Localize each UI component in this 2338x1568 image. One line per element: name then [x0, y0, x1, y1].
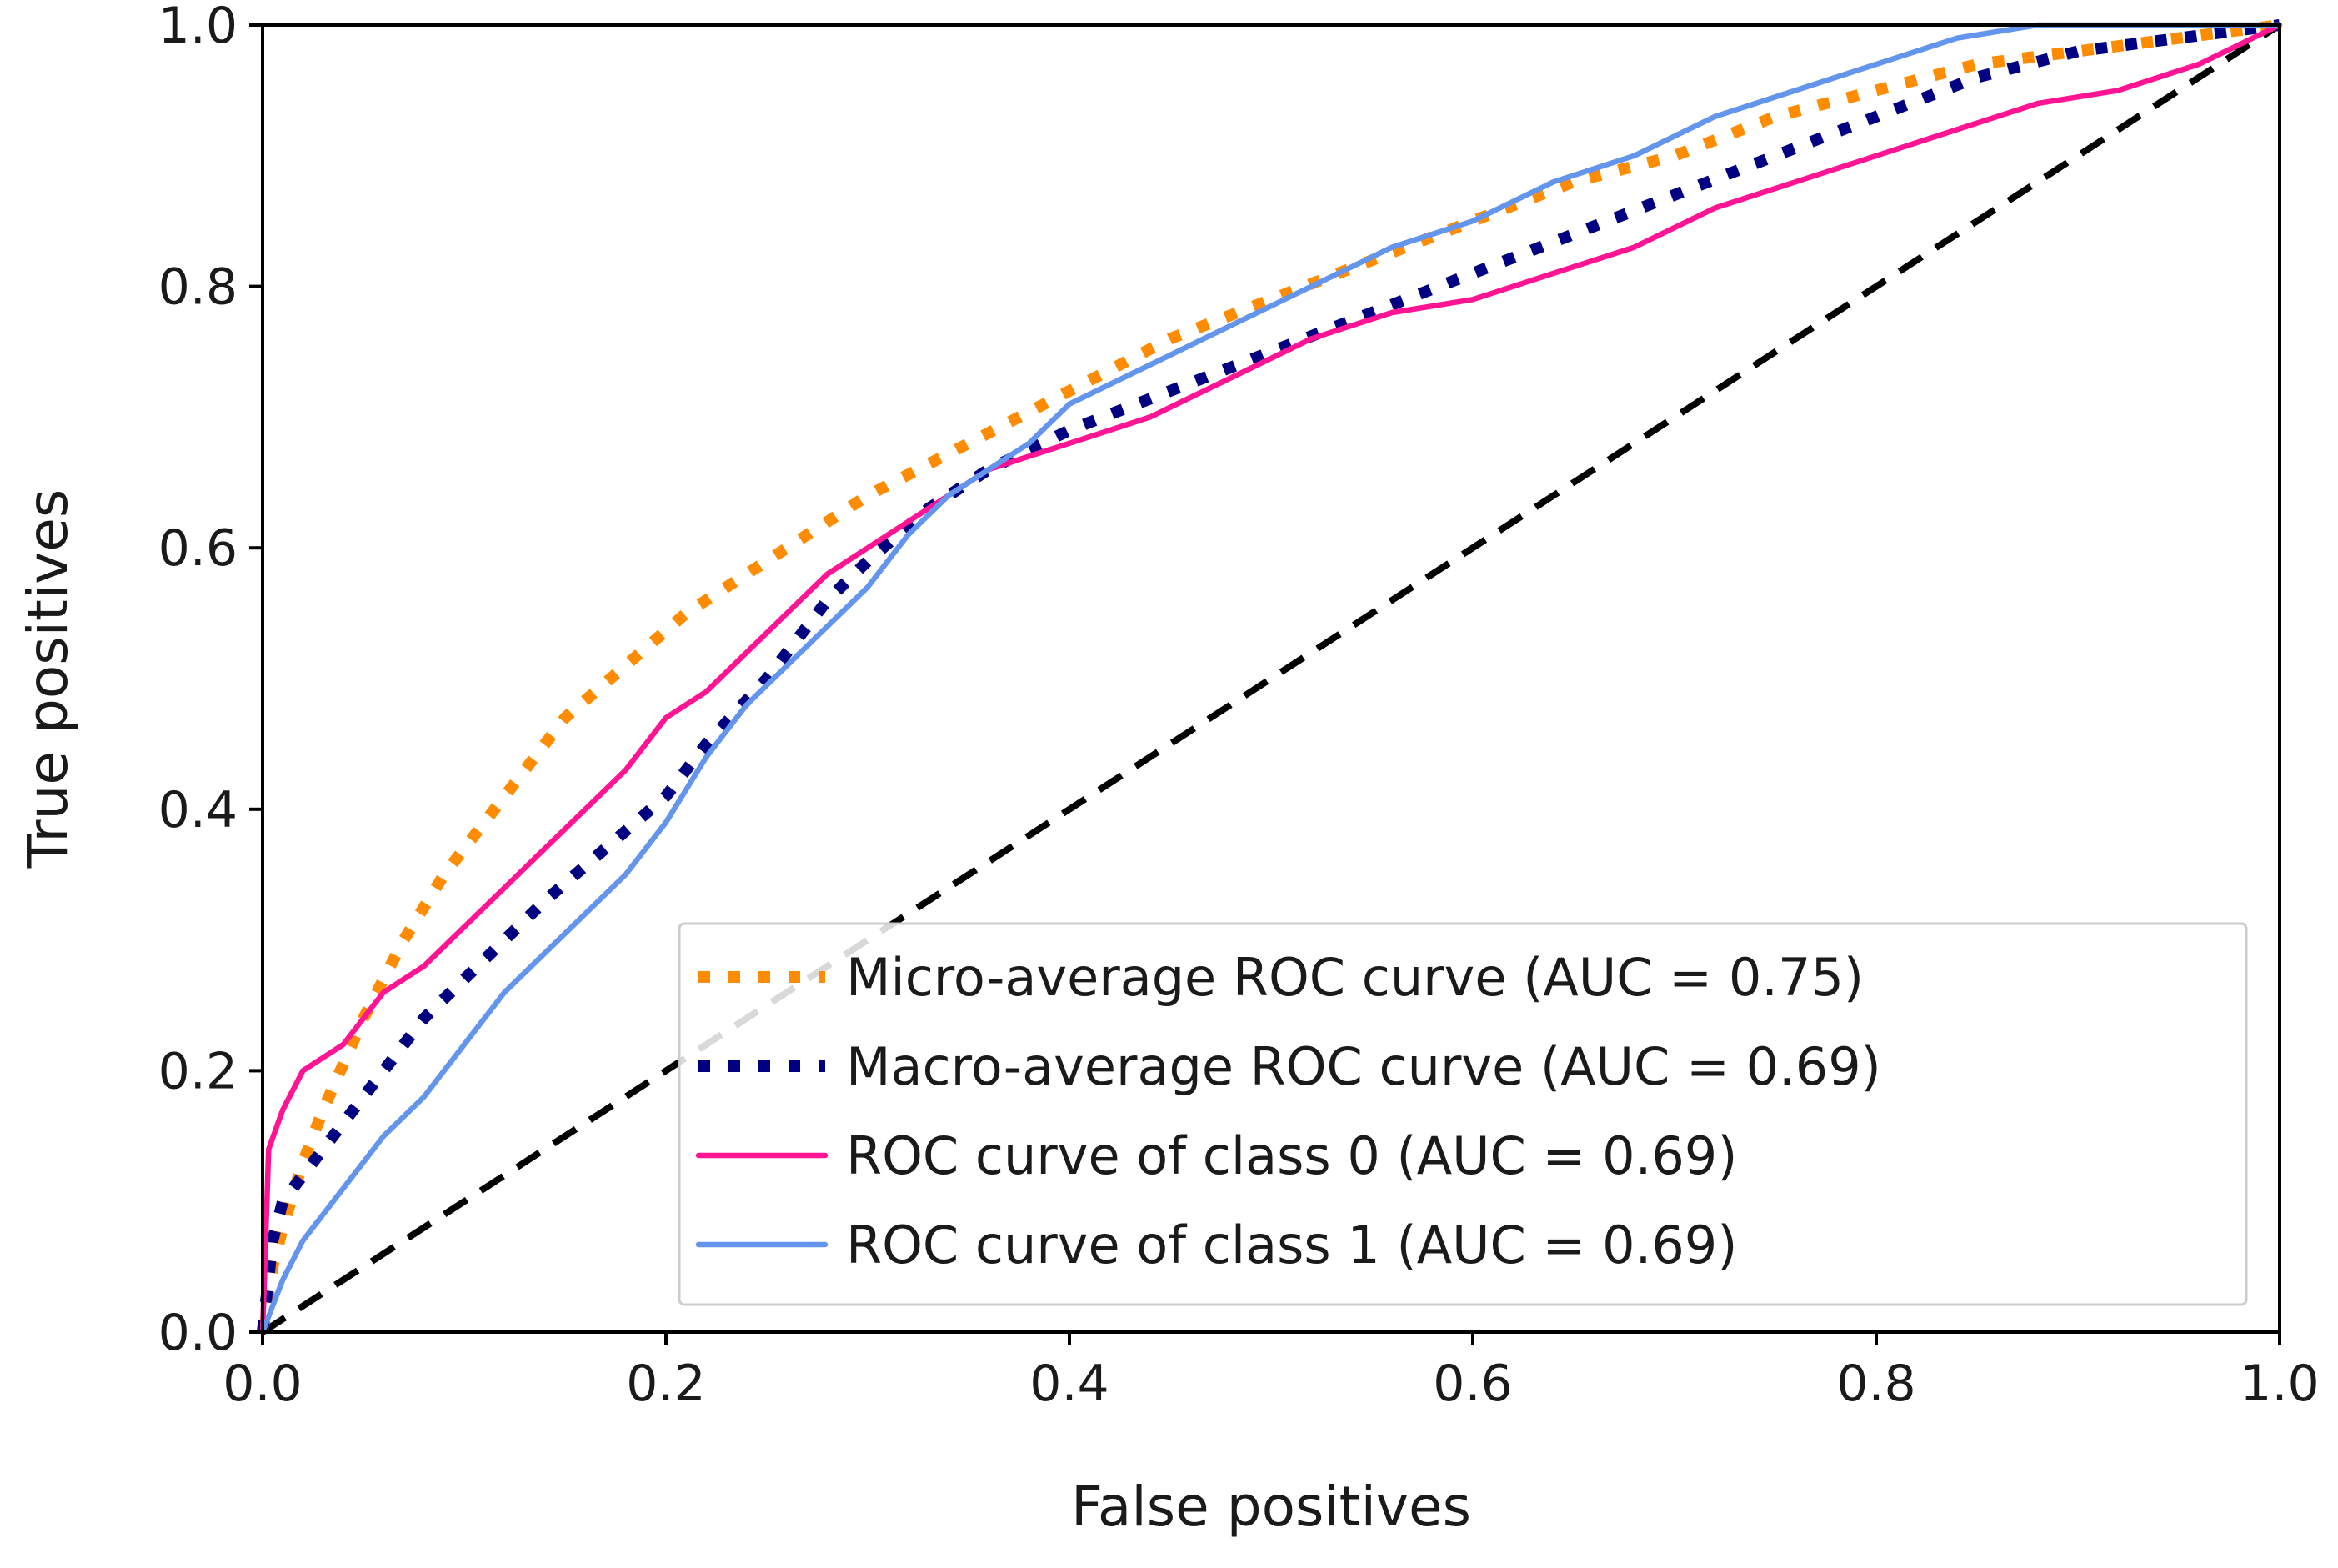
x-tick-label: 0.2 — [626, 1355, 705, 1413]
x-tick-label: 0.4 — [1029, 1355, 1109, 1413]
y-tick-label: 1.0 — [158, 0, 238, 55]
legend-label-2: ROC curve of class 0 (AUC = 0.69) — [846, 1125, 1737, 1186]
legend-label-0: Micro-average ROC curve (AUC = 0.75) — [846, 947, 1864, 1008]
series-layer — [257, 19, 2283, 1335]
x-tick-label: 0.8 — [1836, 1355, 1915, 1413]
y-tick-label: 0.8 — [158, 258, 238, 317]
y-tick-label: 0.6 — [158, 519, 238, 578]
x-tick-label: 0.6 — [1433, 1355, 1512, 1413]
y-axis-label: True positives — [16, 489, 80, 869]
series-line-4 — [260, 22, 2282, 1335]
y-tick-label: 0.4 — [158, 781, 238, 839]
y-tick-label: 0.2 — [158, 1042, 238, 1100]
x-tick-label: 0.0 — [223, 1355, 302, 1413]
legend-box — [678, 922, 2248, 1306]
series-line-3 — [259, 22, 2283, 1335]
legend: Micro-average ROC curve (AUC = 0.75) Macr… — [678, 922, 2248, 1306]
ticks-layer: 0.0 0.2 0.4 0.6 0.8 1.0 0.0 0.2 0.4 0.6 0.8 1.0 — [158, 0, 2320, 1413]
legend-label-1: Macro-average ROC curve (AUC = 0.69) — [846, 1036, 1881, 1097]
plot-frame — [261, 23, 2281, 1334]
x-tick-label: 1.0 — [2240, 1355, 2319, 1413]
x-axis-label: False positives — [1071, 1475, 1471, 1539]
series-line-2 — [259, 22, 2283, 1335]
legend-label-3: ROC curve of class 1 (AUC = 0.69) — [846, 1215, 1737, 1275]
y-tick-label: 0.0 — [158, 1304, 238, 1362]
